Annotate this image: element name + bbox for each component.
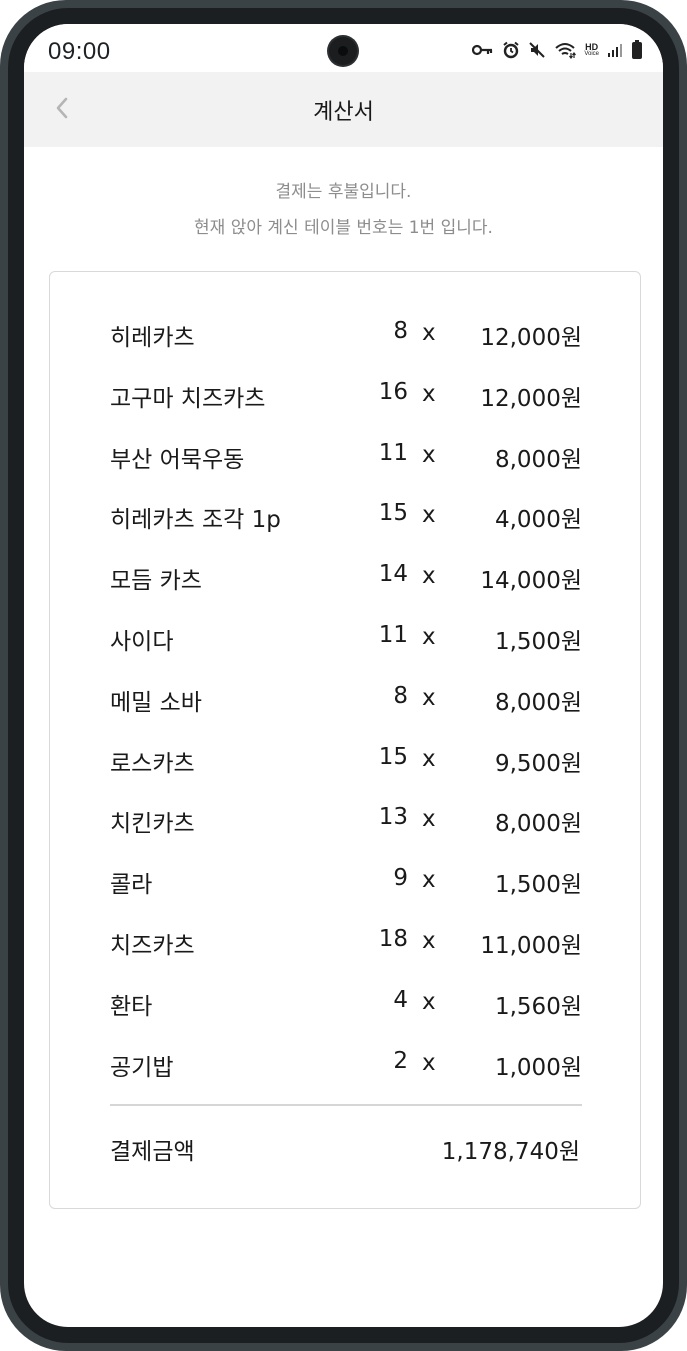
multiply-symbol: x [422, 928, 436, 954]
item-price: 12,000원 [480, 325, 582, 351]
list-item: 메밀 소바 8 x 8,000원 [110, 677, 582, 717]
screen: 09:00 [24, 24, 663, 1327]
status-time: 09:00 [48, 38, 111, 65]
item-quantity: 16 [378, 378, 408, 405]
list-item: 부산 어묵우동 11 x 8,000원 [110, 434, 582, 474]
app-header: 계산서 [24, 72, 663, 147]
item-name: 공기밥 [110, 1054, 174, 1081]
item-price: 4,000원 [494, 507, 582, 534]
list-item: 히레카츠 조각 1p 15 x 4,000원 [110, 494, 582, 534]
item-price: 9,500원 [494, 750, 582, 777]
item-price: 11,000원 [480, 933, 582, 959]
item-quantity: 18 [378, 926, 408, 952]
total-value: 1,178,740원 [441, 1139, 580, 1165]
item-price: 8,000원 [494, 689, 582, 716]
item-price: 12,000원 [480, 385, 582, 412]
list-item: 치킨카츠 13 x 8,000원 [110, 798, 582, 838]
item-name: 환타 [110, 993, 153, 1020]
signal-icon [607, 42, 623, 58]
key-icon [472, 43, 494, 57]
item-name: 치킨카츠 [110, 811, 195, 838]
item-price: 8,000원 [494, 446, 582, 473]
item-price: 1,000원 [494, 1054, 582, 1081]
item-quantity: 14 [378, 561, 408, 588]
item-quantity: 11 [378, 622, 408, 648]
front-camera [329, 37, 357, 65]
multiply-symbol: x [422, 624, 436, 650]
multiply-symbol: x [422, 563, 436, 590]
notice: 결제는 후불입니다. 현재 앉아 계신 테이블 번호는 1번 입니다. [24, 174, 663, 246]
total-label: 결제금액 [110, 1139, 195, 1165]
wifi-icon [554, 41, 577, 59]
back-button[interactable] [46, 92, 78, 128]
chevron-left-icon [55, 96, 69, 124]
item-name: 히레카츠 조각 1p [110, 507, 281, 534]
hd-voice-icon: HD Voice [584, 41, 599, 57]
multiply-symbol: x [422, 502, 436, 529]
alarm-icon [502, 41, 520, 59]
list-item: 로스카츠 15 x 9,500원 [110, 738, 582, 778]
item-quantity: 11 [378, 439, 408, 466]
item-name: 콜라 [110, 872, 153, 899]
item-name: 고구마 치즈카츠 [110, 385, 266, 412]
multiply-symbol: x [422, 1049, 436, 1076]
multiply-symbol: x [422, 745, 436, 772]
receipt-card: 히레카츠 8 x 12,000원 고구마 치즈카츠 16 x 12,000원 부산 어묵우동 11… [49, 271, 641, 1209]
item-price: 1,500원 [494, 872, 582, 899]
status-icons: HD Voice [472, 40, 643, 60]
item-price: 1,560원 [494, 993, 582, 1020]
item-name: 사이다 [110, 629, 174, 655]
item-name: 모듬 카츠 [110, 568, 202, 595]
status-bar: 09:00 [24, 24, 663, 72]
item-price: 1,500원 [494, 629, 582, 655]
item-quantity: 15 [378, 500, 408, 527]
item-quantity: 2 [393, 1047, 408, 1074]
page-title: 계산서 [313, 100, 374, 125]
notice-table-number: 현재 앉아 계신 테이블 번호는 1번 입니다. [194, 218, 493, 238]
item-quantity: 9 [393, 865, 408, 892]
multiply-symbol: x [422, 988, 436, 1015]
multiply-symbol: x [422, 806, 436, 833]
multiply-symbol: x [422, 320, 436, 346]
list-item: 사이다 11 x 1,500원 [110, 616, 582, 656]
list-item: 공기밥 2 x 1,000원 [110, 1042, 582, 1082]
list-item: 히레카츠 8 x 12,000원 [110, 312, 582, 352]
item-quantity: 8 [393, 318, 408, 344]
list-item: 콜라 9 x 1,500원 [110, 859, 582, 899]
list-item: 고구마 치즈카츠 16 x 12,000원 [110, 373, 582, 413]
item-quantity: 4 [393, 986, 408, 1013]
notice-payment: 결제는 후불입니다. [275, 182, 412, 202]
battery-icon [631, 40, 643, 60]
item-quantity: 8 [393, 682, 408, 709]
multiply-symbol: x [422, 441, 436, 468]
item-name: 메밀 소바 [110, 689, 202, 716]
list-item: 환타 4 x 1,560원 [110, 981, 582, 1021]
multiply-symbol: x [422, 867, 436, 894]
list-item: 모듬 카츠 14 x 14,000원 [110, 555, 582, 595]
item-price: 14,000원 [480, 568, 582, 595]
multiply-symbol: x [422, 684, 436, 711]
multiply-symbol: x [422, 380, 436, 407]
item-quantity: 15 [378, 743, 408, 770]
mute-icon [528, 41, 546, 59]
item-quantity: 13 [378, 804, 408, 831]
item-name: 히레카츠 [110, 325, 195, 351]
item-name: 부산 어묵우동 [110, 446, 245, 473]
list-item: 치즈카츠 18 x 11,000원 [110, 920, 582, 960]
divider [110, 1104, 582, 1106]
item-name: 로스카츠 [110, 750, 195, 777]
item-name: 치즈카츠 [110, 933, 195, 959]
item-price: 8,000원 [494, 811, 582, 838]
